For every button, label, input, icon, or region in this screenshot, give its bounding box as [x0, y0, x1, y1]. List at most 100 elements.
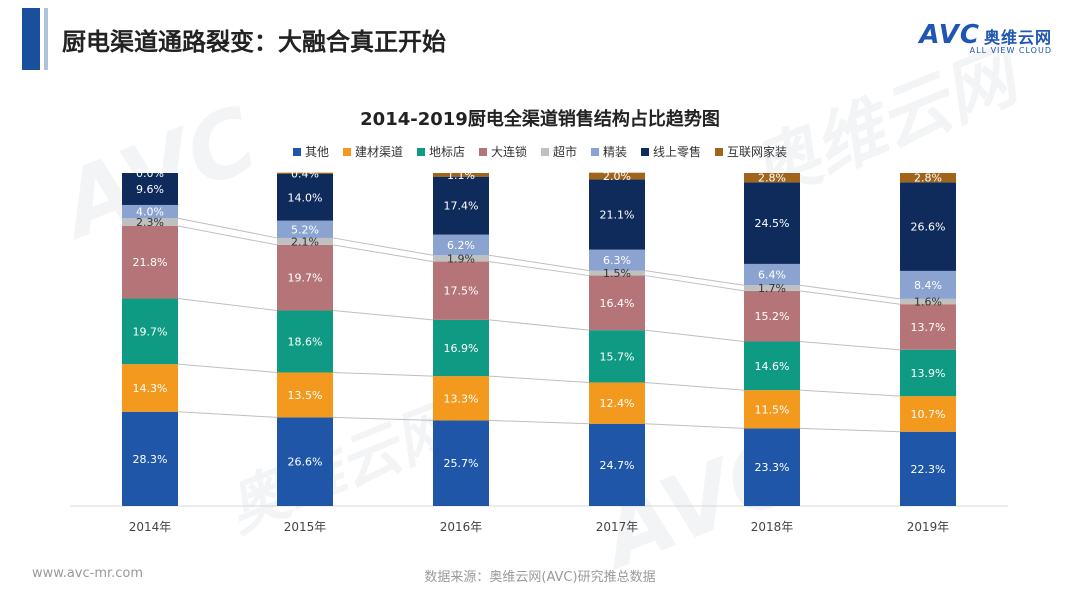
legend-swatch — [541, 147, 549, 156]
data-label: 26.6% — [288, 456, 323, 469]
series-connector-line — [332, 371, 434, 377]
data-label: 14.3% — [133, 382, 168, 395]
series-connector-line — [644, 329, 745, 342]
bar-segment — [744, 182, 800, 264]
chart-title: 2014-2019厨电全渠道销售结构占比趋势图 — [360, 109, 720, 130]
legend-label: 地标店 — [428, 145, 465, 159]
bar-segment — [744, 428, 800, 506]
legend-label: 建材渠道 — [354, 145, 403, 159]
series-connector-line — [488, 319, 590, 331]
bar-segment — [277, 220, 333, 238]
bar-segment — [122, 218, 178, 226]
website-url: www.avc-mr.com — [32, 566, 144, 581]
accent-bar-thin — [44, 8, 48, 70]
legend-item: 其他 — [292, 143, 329, 160]
legend-item: 建材渠道 — [342, 143, 403, 160]
bar-segment — [277, 372, 333, 418]
data-label: 16.4% — [600, 297, 635, 310]
data-label: 24.5% — [755, 217, 790, 230]
data-label: 23.3% — [755, 461, 790, 474]
bar-segment — [744, 285, 800, 291]
data-label: 2.3% — [136, 216, 164, 229]
x-tick-label: 2019年 — [907, 520, 950, 534]
series-connector-line — [332, 244, 434, 263]
legend-label: 精装 — [603, 145, 628, 159]
data-label: 16.9% — [444, 342, 479, 355]
bar-segment — [589, 270, 645, 276]
data-label: 15.2% — [755, 310, 790, 323]
bar-segment — [900, 173, 956, 183]
data-label: 19.7% — [288, 272, 323, 285]
data-label: 15.7% — [600, 350, 635, 363]
bar-segment — [433, 255, 489, 262]
bar-segment — [900, 396, 956, 432]
x-tick-label: 2016年 — [440, 520, 483, 534]
bar-segment — [589, 330, 645, 383]
data-label: 17.5% — [444, 285, 479, 298]
chart-legend: 其他 建材渠道 地标店 大连锁 超市 精装 线上零售 互联网家装 — [0, 143, 1080, 160]
bar-segment — [122, 173, 178, 205]
accent-bar — [22, 8, 40, 70]
bar-segment — [900, 304, 956, 350]
data-label: 22.3% — [911, 463, 946, 476]
data-label: 13.9% — [911, 367, 946, 380]
data-label: 6.3% — [603, 254, 631, 267]
bar-segment — [277, 244, 333, 311]
bar-segment — [589, 382, 645, 424]
data-label: 5.2% — [291, 223, 319, 236]
data-label: 1.6% — [914, 296, 942, 309]
bar-segment — [589, 275, 645, 331]
series-connector-line — [177, 298, 278, 312]
bar-segment — [277, 172, 333, 174]
data-label: 12.4% — [600, 397, 635, 410]
legend-label: 其他 — [304, 145, 329, 159]
data-source: 数据来源：奥维云网(AVC)研究推总数据 — [424, 570, 656, 585]
data-label: 2.8% — [758, 172, 786, 185]
x-tick-label: 2015年 — [284, 520, 327, 534]
logo-text: AVC — [919, 20, 980, 50]
bar-segment — [900, 349, 956, 397]
bar-segment — [589, 249, 645, 271]
bar-segment — [900, 182, 956, 271]
data-label: 14.6% — [755, 360, 790, 373]
series-connector-line — [644, 381, 745, 391]
series-connector-line — [644, 423, 745, 429]
legend-item: 线上零售 — [641, 143, 701, 160]
bar-segment — [433, 176, 489, 235]
bar-segment — [744, 290, 800, 342]
data-label: 17.4% — [444, 200, 479, 213]
series-connector-line — [332, 416, 434, 421]
series-connector-line — [177, 411, 278, 418]
bar-segment — [433, 234, 489, 256]
data-label: 11.5% — [755, 403, 790, 416]
data-label: 10.7% — [911, 408, 946, 421]
data-label: 28.3% — [133, 453, 168, 466]
series-connector-line — [332, 310, 434, 321]
data-label: 25.7% — [444, 457, 479, 470]
legend-swatch — [416, 147, 425, 156]
bar-segment — [122, 225, 178, 299]
bar-segment — [277, 173, 333, 221]
series-connector-line — [488, 261, 590, 277]
legend-swatch — [715, 147, 724, 156]
series-connector-line — [799, 340, 901, 351]
bar-segment — [744, 173, 800, 183]
bar-segment — [589, 179, 645, 250]
data-label: 21.8% — [133, 256, 168, 269]
x-tick-label: 2017年 — [596, 520, 639, 534]
bar-segment — [122, 411, 178, 506]
bar-segment — [277, 417, 333, 506]
series-connector-line — [644, 270, 745, 286]
series-connector-line — [488, 419, 590, 425]
legend-item: 超市 — [541, 143, 577, 160]
legend-swatch — [342, 147, 351, 156]
logo-sub: ALL VIEW CLOUD — [969, 46, 1052, 55]
bar-segment — [589, 423, 645, 506]
series-connector-line — [799, 284, 901, 300]
data-label: 14.0% — [288, 191, 323, 204]
data-label: 6.4% — [758, 269, 786, 282]
data-label: 0.0% — [136, 167, 164, 180]
bar-segment — [900, 298, 956, 305]
bar-segment — [122, 298, 178, 365]
